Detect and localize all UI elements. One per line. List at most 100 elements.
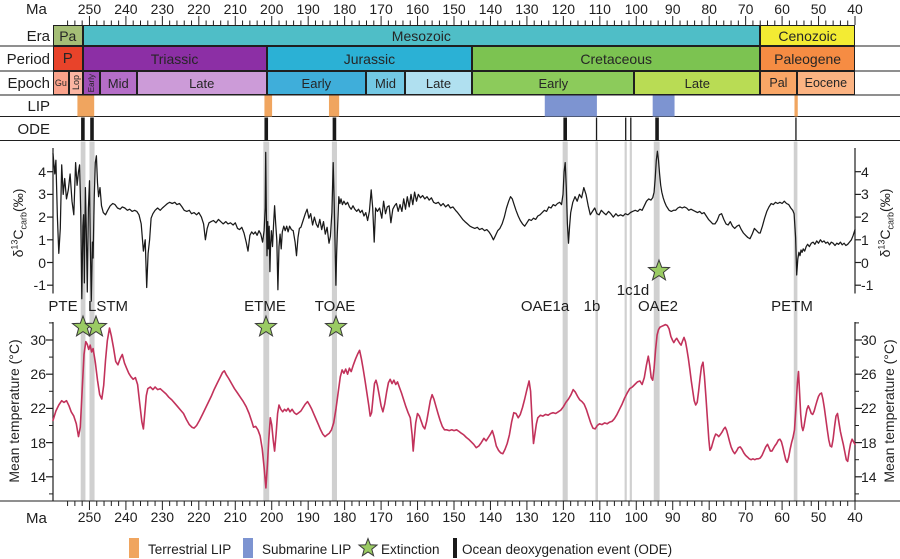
carbon-tick-label: 1 — [861, 231, 869, 248]
bottom-tick-label: 200 — [260, 509, 284, 525]
top-tick-label: 230 — [150, 1, 175, 17]
legend-item-label: Terrestrial LIP — [148, 542, 232, 557]
period-box-cretaceous: Cretaceous — [472, 46, 761, 71]
top-tick-label: 170 — [369, 1, 393, 17]
strat-label: Gu — [54, 78, 67, 88]
epoch-box-early: Early — [266, 71, 367, 95]
row-label-epoch: Epoch — [7, 75, 50, 92]
temp-axis-title: Mean temperature (°C) — [6, 339, 22, 483]
top-tick-label: 160 — [405, 1, 430, 17]
bottom-tick-label: 230 — [150, 509, 175, 525]
temp-axis-title: Mean temperature (°C) — [881, 339, 897, 483]
ode-bar — [625, 117, 627, 141]
strat-label: Pa — [59, 27, 77, 44]
event-band-OAE1c — [624, 141, 627, 501]
ode-bar — [81, 117, 85, 141]
epoch-box-mid: Mid — [366, 71, 405, 95]
extinction-star-icon — [254, 314, 278, 338]
temp-tick-label: 22 — [30, 400, 46, 417]
legend-item-label: Ocean deoxygenation event (ODE) — [462, 542, 673, 557]
strat-label: Cenozoic — [778, 27, 837, 44]
event-band-LSTM — [89, 141, 95, 501]
strat-label: Late — [684, 75, 710, 91]
bottom-tick-label: 140 — [478, 509, 503, 525]
legend-terrestrial-swatch — [129, 538, 139, 558]
carbon-tick-label: 3 — [861, 186, 869, 203]
strat-label: Eocene — [804, 76, 848, 90]
bottom-tick-label: 220 — [187, 509, 211, 525]
carbon-tick-label: 3 — [38, 186, 46, 203]
ode-bar — [332, 117, 337, 141]
legend-submarine-swatch — [243, 538, 253, 558]
strat-label: Cretaceous — [580, 50, 652, 67]
strat-label: Triassic — [150, 50, 199, 67]
temp-tick-label: 26 — [861, 366, 877, 383]
period-box-jurassic: Jurassic — [266, 46, 473, 71]
top-tick-label: 240 — [114, 1, 138, 17]
temp-tick-label: 14 — [30, 468, 46, 485]
lip-bar-submarine — [544, 95, 597, 117]
lip-bar-terrestrial — [77, 95, 95, 117]
bottom-tick-label: 190 — [296, 509, 320, 525]
lip-bar-terrestrial — [794, 95, 798, 117]
carbon-isotope-curve — [52, 150, 856, 302]
legend-extinction-star-icon — [357, 537, 379, 557]
epoch-box-lop: Lop — [68, 71, 83, 95]
top-tick-label: 110 — [588, 1, 611, 17]
top-tick-label: 130 — [515, 1, 539, 17]
lip-bar-terrestrial — [264, 95, 273, 117]
event-band-PETM — [793, 141, 798, 501]
top-tick-label: 70 — [737, 1, 754, 17]
row-label-era: Era — [26, 28, 50, 45]
carbon-tick-label: 1 — [38, 231, 46, 248]
extinction-star-icon — [647, 258, 671, 282]
bottom-tick-label: 100 — [624, 509, 648, 525]
top-tick-label: 100 — [624, 1, 648, 17]
event-label-1c1d: 1c1d — [616, 282, 650, 299]
strat-label: Lop — [70, 75, 81, 91]
legend-item-label: Extinction — [381, 542, 440, 557]
bottom-tick-label: 80 — [701, 509, 717, 525]
strat-label: Paleogene — [774, 50, 842, 67]
strat-label: Mid — [107, 75, 129, 91]
carbon-tick-label: 2 — [38, 209, 46, 226]
top-tick-label: 250 — [77, 1, 102, 17]
lip-bar-submarine — [652, 95, 675, 117]
era-box-pa: Pa — [53, 25, 83, 46]
event-band-OAE2 — [653, 141, 660, 501]
bottom-tick-label: 130 — [515, 509, 539, 525]
bottom-tick-label: 70 — [737, 509, 754, 525]
temp-tick-label: 18 — [861, 434, 877, 451]
epoch-box-eocene: Eocene — [796, 71, 855, 95]
ode-bar — [655, 117, 659, 141]
strat-label: Late — [425, 75, 452, 91]
legend-item-label: Submarine LIP — [262, 542, 352, 557]
epoch-box-late: Late — [404, 71, 473, 95]
bottom-tick-label: 90 — [664, 509, 681, 525]
era-box-cenozoic: Cenozoic — [760, 25, 855, 46]
bottom-tick-label: 50 — [810, 509, 827, 525]
temp-tick-label: 14 — [861, 468, 877, 485]
event-band-OAE1b — [595, 141, 598, 501]
top-tick-label: 50 — [810, 1, 827, 17]
ode-bar — [630, 117, 632, 141]
legend-ode-swatch — [453, 538, 457, 558]
event-label-pte: PTE — [48, 298, 78, 315]
ode-bar — [90, 117, 94, 141]
top-tick-label: 190 — [296, 1, 320, 17]
event-label-1b: 1b — [583, 298, 601, 315]
temperature-curve — [52, 323, 856, 489]
top-tick-label: 150 — [442, 1, 466, 17]
event-label-oae1a: OAE1a — [520, 298, 570, 315]
strat-label: Pal — [769, 76, 788, 90]
epoch-box-early: Early — [472, 71, 635, 95]
bottom-tick-label: 170 — [369, 509, 393, 525]
ode-bar — [563, 117, 567, 141]
bottom-tick-label: 210 — [223, 509, 247, 525]
top-axis-unit: Ma — [26, 1, 47, 18]
strat-label: P — [62, 50, 73, 67]
event-band-OAE1a — [562, 141, 568, 501]
epoch-box-early: Early — [82, 71, 100, 95]
top-tick-label: 60 — [774, 1, 790, 17]
